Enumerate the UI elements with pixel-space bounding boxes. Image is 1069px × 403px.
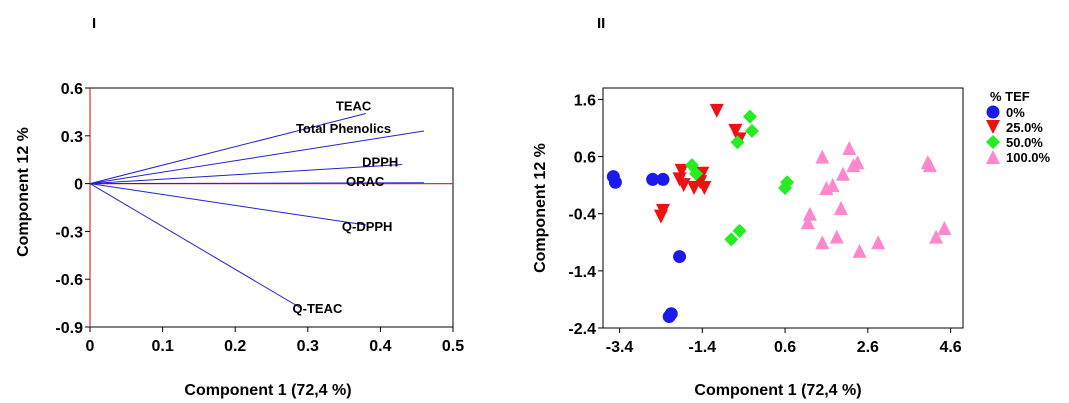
panel-ii: II -3.4 -1.4 0.6 2.6 4.6 1.60.6-0.4-1.4-2.4 … xyxy=(532,15,1051,399)
point-0pct xyxy=(646,172,660,186)
legend-title: % TEF xyxy=(990,89,1030,104)
point-50-0pct xyxy=(730,135,745,150)
point-100-0pct xyxy=(829,229,844,244)
panel-i-x-axis: 0 0.1 0.2 0.3 0.4 0.5 xyxy=(86,327,464,355)
vector-label: Q-TEAC xyxy=(293,301,343,316)
point-25-0pct xyxy=(697,181,712,195)
legend-entry: 50.0% xyxy=(1006,135,1043,150)
vector-line xyxy=(89,130,425,185)
point-50-0pct xyxy=(689,166,704,181)
panel-i-y-axis-label: Component 12 % xyxy=(15,127,32,257)
vector-label: TEAC xyxy=(336,98,372,113)
x-tick-label: -1.4 xyxy=(689,339,717,356)
point-25-0pct xyxy=(674,163,689,178)
point-100-0pct xyxy=(800,215,815,230)
point-0pct xyxy=(656,172,670,186)
legend-marker xyxy=(986,150,1000,164)
point-25-0pct xyxy=(709,103,724,118)
point-100-0pct xyxy=(815,235,830,250)
point-100-0pct xyxy=(815,149,830,164)
point-100-0pct xyxy=(852,243,867,258)
panel-ii-x-axis-label: Component 1 (72,4 %) xyxy=(694,382,861,399)
panel-i-x-axis-label: Component 1 (72,4 %) xyxy=(184,382,351,399)
point-0pct xyxy=(608,175,622,189)
point-100-0pct xyxy=(922,158,937,173)
panel-ii-label: II xyxy=(597,15,605,32)
y-tick-label: 1.6 xyxy=(574,92,596,109)
legend-entry: 25.0% xyxy=(1006,120,1043,135)
panel-i-label: I xyxy=(92,15,96,32)
panel-ii-y-axis: 1.6 0.6 -0.4 -1.4 -2.4 xyxy=(568,92,603,338)
x-tick-label: 0.3 xyxy=(297,338,319,355)
y-tick-label: -0.4 xyxy=(568,207,596,224)
y-tick-label: -2.4 xyxy=(568,321,596,338)
y-tick-label: 0 xyxy=(74,177,83,194)
y-tick-label: 0.3 xyxy=(61,129,83,146)
legend-marker xyxy=(986,105,1000,119)
x-tick-label: 0.2 xyxy=(224,338,246,355)
point-100-0pct xyxy=(871,235,886,250)
x-tick-label: -3.4 xyxy=(606,339,634,356)
point-100-0pct xyxy=(802,206,817,221)
y-tick-label: -0.6 xyxy=(55,272,83,289)
vector-line xyxy=(89,163,403,185)
x-tick-label: 2.6 xyxy=(857,339,879,356)
vector-label: Total Phenolics xyxy=(296,121,391,136)
point-100-0pct xyxy=(937,221,952,235)
y-tick-label: -1.4 xyxy=(568,264,596,281)
vector-label: ORAC xyxy=(346,174,385,189)
point-25-0pct xyxy=(656,203,670,218)
x-tick-label: 0.5 xyxy=(442,338,464,355)
point-100-0pct xyxy=(836,166,850,181)
vector-line xyxy=(89,182,424,185)
vector-line xyxy=(89,183,301,309)
x-tick-label: 0.1 xyxy=(151,338,173,355)
x-tick-label: 0 xyxy=(86,338,95,355)
x-tick-label: 0.4 xyxy=(369,338,391,355)
point-25-0pct xyxy=(728,123,743,138)
vector-label: Q-DPPH xyxy=(342,219,393,234)
point-0pct xyxy=(664,307,678,321)
point-100-0pct xyxy=(842,141,857,155)
point-25-0pct xyxy=(687,181,702,195)
panel-i-vectors: TEAC Total Phenolics DPPH ORAC Q-DPPH Q-TEAC xyxy=(89,98,425,316)
vector-label: DPPH xyxy=(362,154,398,169)
y-tick-label: -0.9 xyxy=(55,320,83,337)
panel-i-y-axis: 0.6 0.3 0 -0.3 -0.6 -0.9 xyxy=(55,81,90,337)
legend-marker xyxy=(986,135,1000,149)
point-50-0pct xyxy=(724,232,739,247)
panel-ii-points xyxy=(606,103,952,324)
point-100-0pct xyxy=(825,178,840,193)
legend-entry: 100.0% xyxy=(1006,150,1051,165)
panel-ii-x-axis: -3.4 -1.4 0.6 2.6 4.6 xyxy=(606,328,962,356)
point-100-0pct xyxy=(929,229,944,244)
panel-i: I TEAC Total Phenolics DPPH ORAC Q-DPPH Q-TEA… xyxy=(15,15,464,399)
panel-ii-y-axis-label: Component 12 % xyxy=(532,143,549,273)
legend-marker xyxy=(986,120,1000,134)
x-tick-label: 0.6 xyxy=(774,339,796,356)
point-100-0pct xyxy=(833,201,848,215)
point-100-0pct xyxy=(850,155,865,170)
y-tick-label: 0.6 xyxy=(61,81,83,98)
vector-line xyxy=(89,113,367,185)
y-tick-label: -0.3 xyxy=(55,224,83,241)
y-tick-label: 0.6 xyxy=(574,150,596,167)
point-25-0pct xyxy=(676,178,691,193)
point-50-0pct xyxy=(732,223,747,238)
point-0pct xyxy=(673,250,687,264)
point-50-0pct xyxy=(742,109,757,124)
point-50-0pct xyxy=(744,123,759,138)
legend-entry: 0% xyxy=(1006,105,1025,120)
panel-ii-plot-frame xyxy=(602,87,964,329)
vector-line xyxy=(89,183,366,226)
x-tick-label: 4.6 xyxy=(939,339,961,356)
point-50-0pct xyxy=(780,175,795,190)
panel-ii-legend: % TEF 0%25.0%50.0%100.0% xyxy=(986,89,1051,165)
